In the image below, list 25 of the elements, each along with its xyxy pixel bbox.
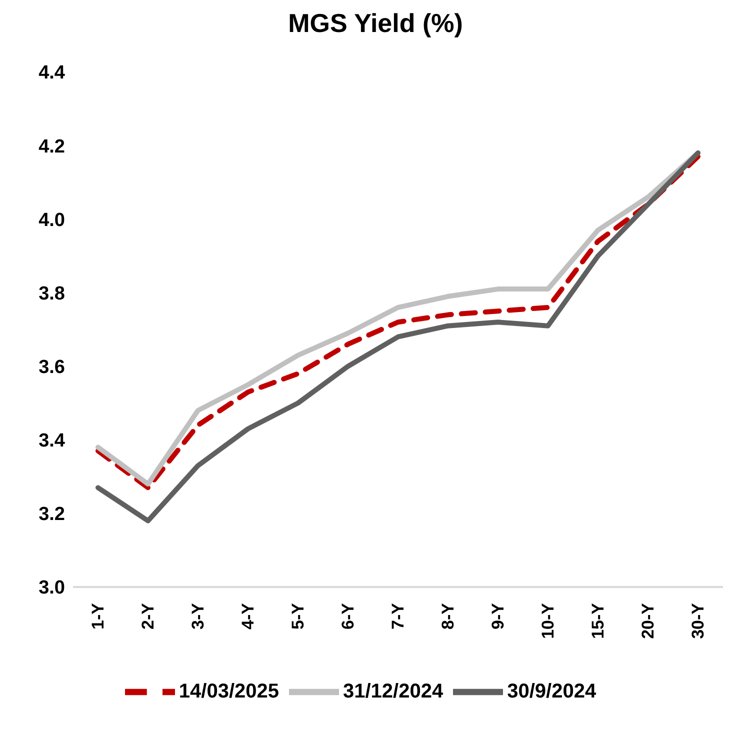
y-tick-label: 3.0 [38, 578, 65, 599]
legend-label: 14/03/2025 [178, 680, 279, 702]
y-tick-label: 3.2 [38, 504, 65, 526]
y-tick-label: 4.2 [38, 136, 65, 158]
x-tick-label: 15-Y [588, 602, 608, 639]
x-tick-label: 6-Y [338, 602, 358, 630]
y-tick-label: 3.4 [38, 430, 66, 452]
legend-label: 30/9/2024 [507, 680, 596, 702]
x-tick-label: 8-Y [438, 602, 458, 630]
y-tick-label: 3.8 [38, 283, 65, 304]
x-tick-label: 20-Y [638, 602, 658, 639]
y-tick-label: 4.4 [38, 62, 66, 84]
x-tick-label: 5-Y [288, 602, 308, 630]
x-tick-label: 9-Y [488, 602, 508, 630]
x-tick-label: 10-Y [538, 602, 558, 639]
y-tick-label: 4.0 [38, 210, 65, 231]
x-tick-label: 7-Y [388, 602, 408, 630]
chart-title: MGS Yield (%) [287, 8, 464, 40]
x-tick-label: 4-Y [238, 602, 258, 630]
x-tick-label: 30-Y [688, 602, 708, 639]
x-tick-label: 1-Y [88, 602, 108, 630]
x-tick-label: 2-Y [138, 602, 158, 630]
x-tick-label: 3-Y [188, 602, 208, 630]
legend-label: 31/12/2024 [343, 680, 444, 702]
y-tick-label: 3.6 [38, 357, 65, 378]
